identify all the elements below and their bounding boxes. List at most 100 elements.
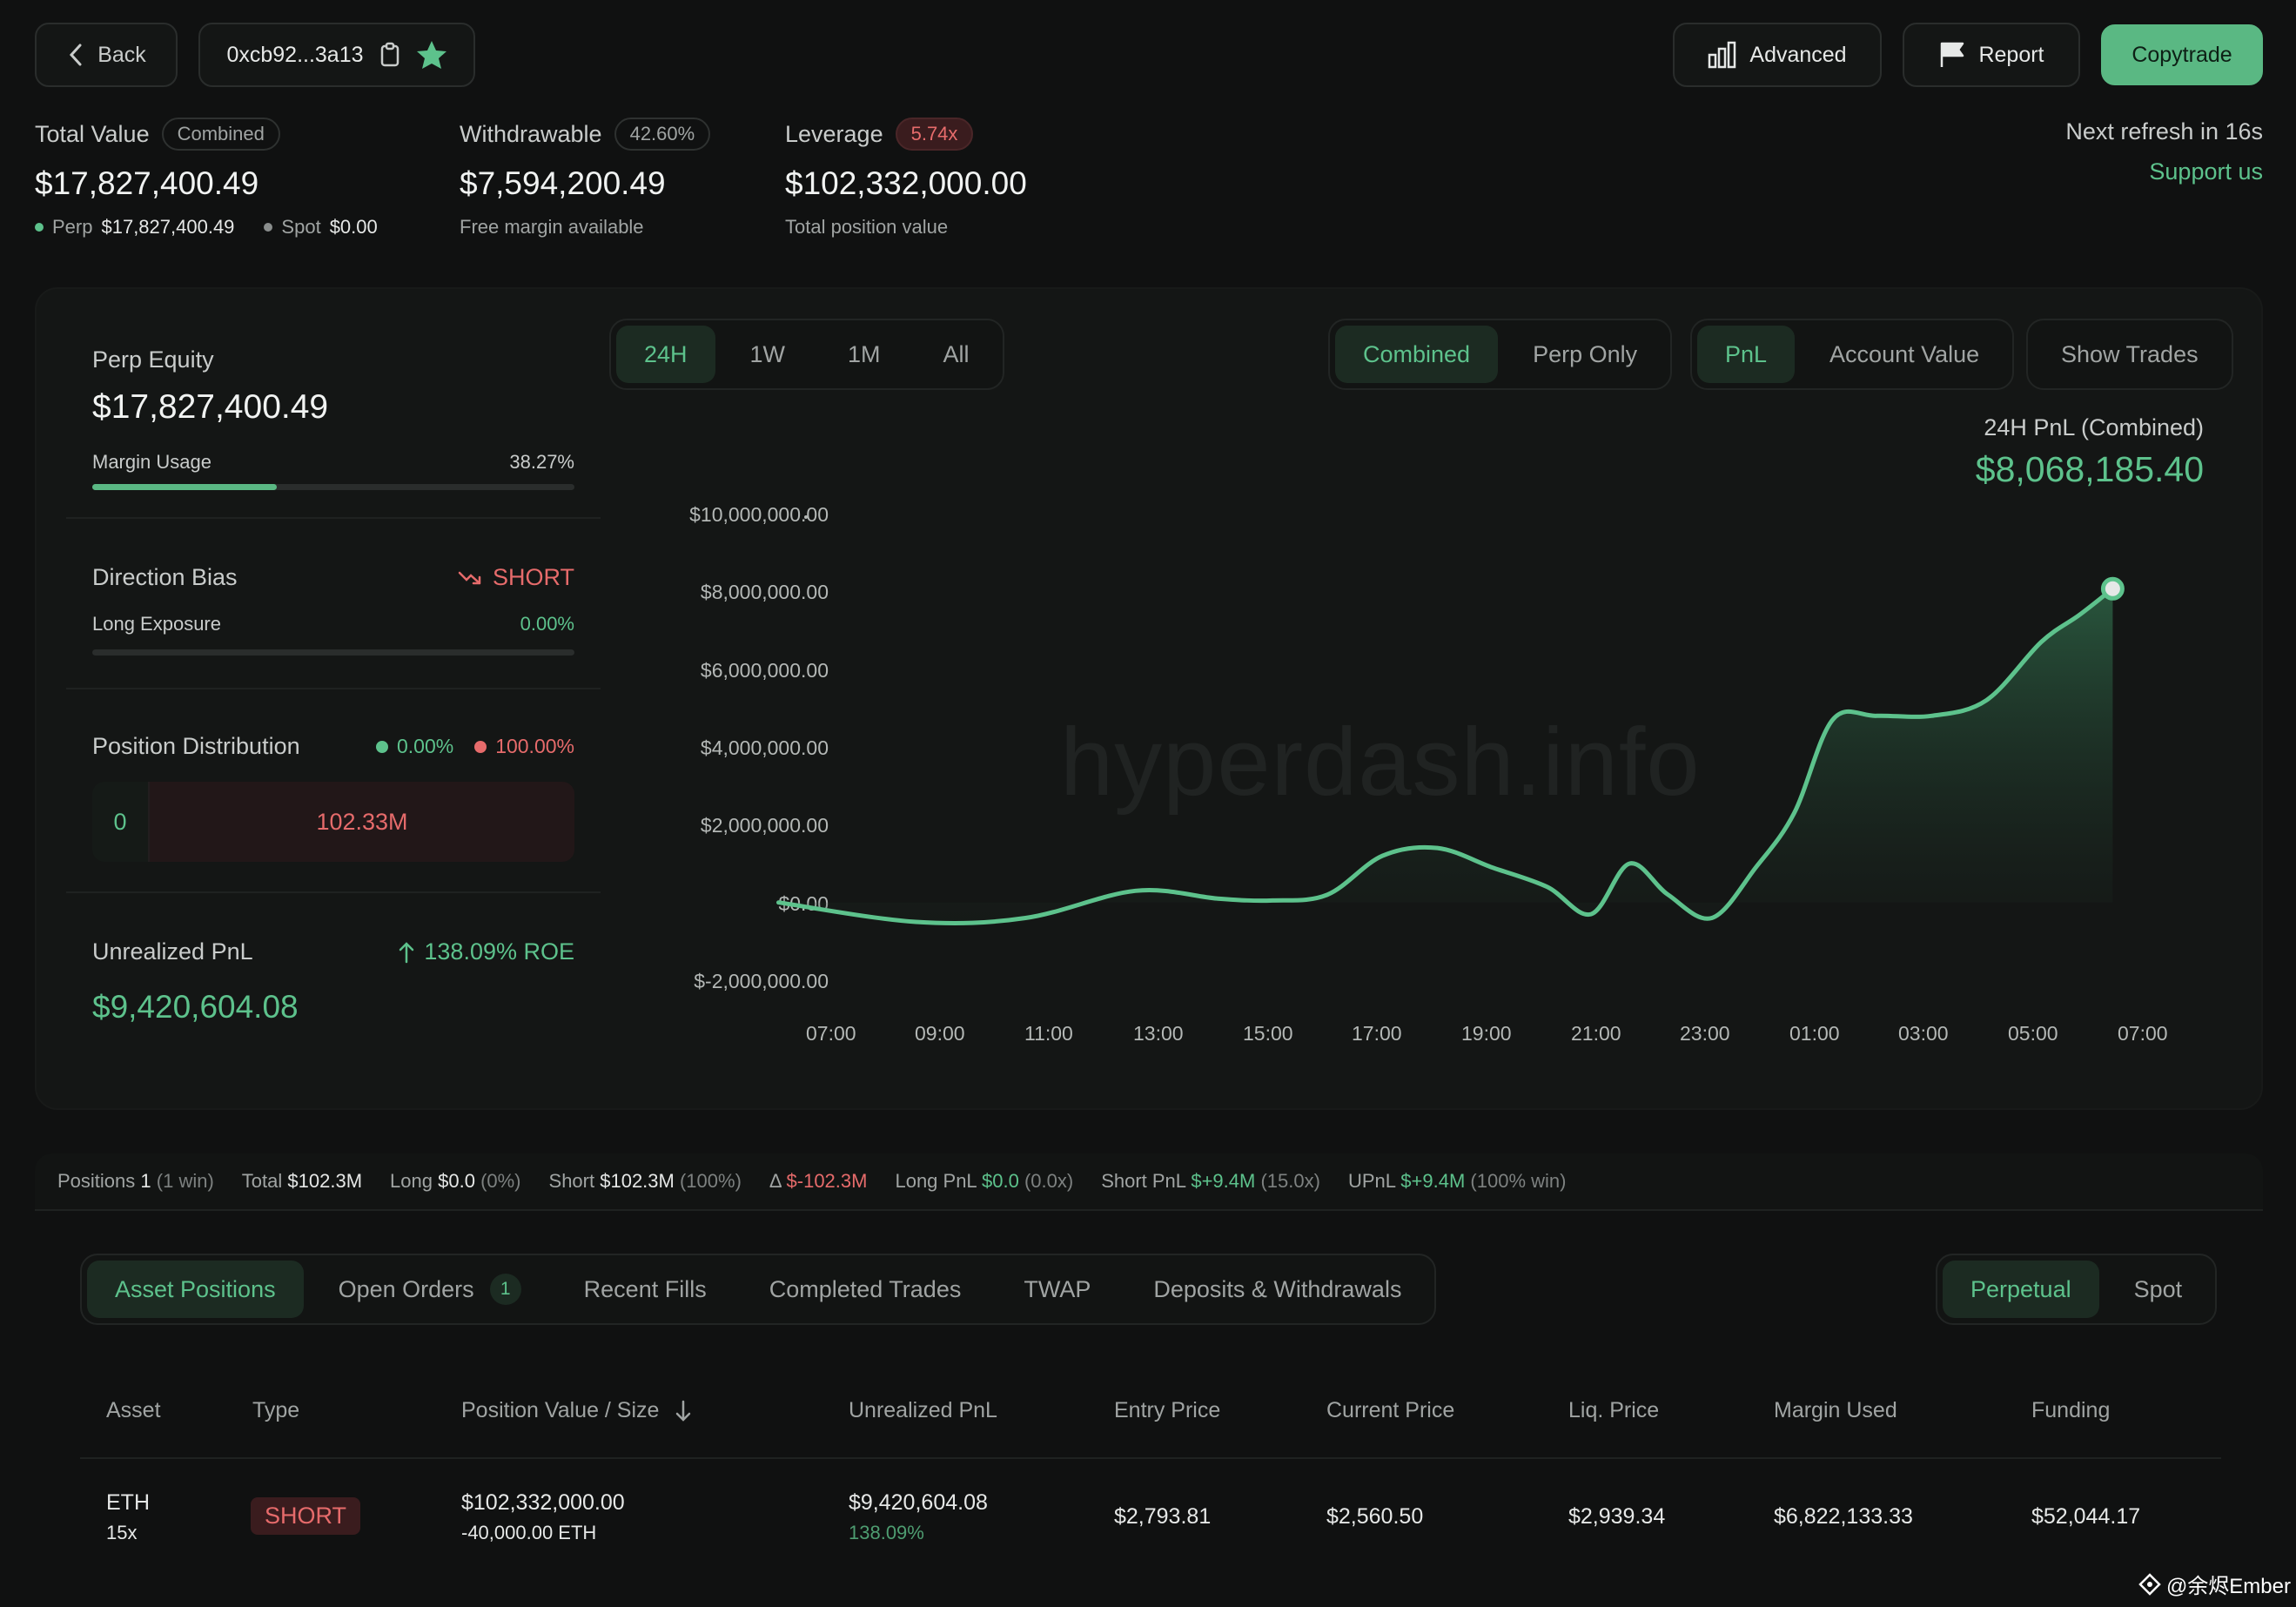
leverage-value: $102,332,000.00 [785, 165, 1027, 201]
distribution-short-segment: 102.33M [150, 782, 574, 862]
tab-recent-fills[interactable]: Recent Fills [583, 1275, 707, 1302]
back-button[interactable]: Back [35, 23, 178, 87]
total-value-label: Total Value [35, 120, 150, 147]
range-24h[interactable]: 24H [616, 326, 715, 383]
tab-completed-trades[interactable]: Completed Trades [769, 1275, 962, 1302]
xtick-label: 17:00 [1352, 1022, 1402, 1045]
market-spot[interactable]: Spot [2133, 1275, 2183, 1302]
col-type[interactable]: Type [252, 1398, 300, 1422]
col-liq-price[interactable]: Liq. Price [1568, 1398, 1660, 1422]
mode-combined[interactable]: Combined [1335, 326, 1499, 383]
address-chip[interactable]: 0xcb92...3a13 [198, 23, 475, 87]
range-selector: 24H 1W 1M All [609, 319, 1004, 390]
perp-equity-label: Perp Equity [92, 346, 214, 373]
row-position-value: $102,332,000.00 [461, 1490, 625, 1515]
xtick-label: 07:00 [806, 1022, 856, 1045]
leverage-badge: 5.74x [895, 118, 974, 151]
x-axis: 07:00 09:00 11:00 13:00 15:00 17:00 19:0… [37, 1022, 2265, 1057]
total-value-stat: Total Value Combined $17,827,400.49 Perp… [35, 117, 378, 239]
refresh-timer: Next refresh in 16s [2065, 118, 2263, 145]
perp-value: $17,827,400.49 [101, 216, 235, 238]
pnl-endpoint-marker[interactable] [2100, 576, 2125, 601]
col-margin-used[interactable]: Margin Used [1774, 1398, 1897, 1422]
table-header-divider [80, 1457, 2221, 1459]
long-amount: 0 [113, 808, 127, 835]
support-link[interactable]: Support us [2149, 158, 2263, 185]
margin-usage-bar [92, 484, 574, 490]
star-icon[interactable] [416, 40, 447, 70]
range-all[interactable]: All [943, 340, 970, 367]
roe-indicator: 138.09% ROE [350, 938, 574, 965]
withdrawable-value: $7,594,200.49 [460, 165, 666, 201]
xtick-label: 01:00 [1789, 1022, 1840, 1045]
long-dot-icon [375, 740, 388, 753]
copytrade-label: Copytrade [2132, 42, 2232, 67]
margin-usage-label: Margin Usage [92, 451, 211, 473]
sort-desc-icon[interactable] [675, 1400, 692, 1422]
row-margin-used: $6,822,133.33 [1774, 1504, 1913, 1529]
copytrade-button[interactable]: Copytrade [2101, 24, 2263, 85]
col-position-value[interactable]: Position Value / Size [461, 1398, 692, 1423]
summary-long: Long $0.0 (0%) [390, 1170, 521, 1192]
range-1m[interactable]: 1M [848, 340, 881, 367]
direction-bias-text: SHORT [492, 564, 574, 590]
long-exposure-label: Long Exposure [92, 613, 221, 635]
col-entry-price[interactable]: Entry Price [1114, 1398, 1221, 1422]
pnl-chart [776, 576, 2125, 925]
col-unrealized-pnl[interactable]: Unrealized PnL [849, 1398, 997, 1422]
long-exposure-value: 0.00% [520, 613, 574, 635]
leverage-subtext: Total position value [785, 216, 949, 238]
tab-twap[interactable]: TWAP [1024, 1275, 1091, 1302]
mode-perp-only[interactable]: Perp Only [1533, 340, 1638, 367]
metric-pnl[interactable]: PnL [1697, 326, 1796, 383]
bar-chart-icon [1709, 41, 1736, 69]
row-upnl: $9,420,604.08 [849, 1490, 988, 1515]
xtick-label: 03:00 [1898, 1022, 1949, 1045]
margin-usage-value: 38.27% [509, 451, 574, 473]
ytick-label: $-2,000,000.00 [694, 970, 829, 992]
summary-positions: Positions 1 (1 win) [57, 1170, 214, 1192]
tab-asset-positions[interactable]: Asset Positions [87, 1261, 304, 1318]
xtick-label: 05:00 [2008, 1022, 2058, 1045]
leverage-label: Leverage [785, 120, 883, 147]
table-row[interactable]: ETH 15x SHORT $102,332,000.00 -40,000.00… [0, 1459, 2296, 1572]
ytick-label: $10,000,000.00 [689, 503, 829, 526]
range-1w[interactable]: 1W [749, 340, 786, 367]
summary-delta: Δ $-102.3M [769, 1170, 868, 1192]
trending-down-icon [458, 571, 481, 584]
summary-total: Total $102.3M [241, 1170, 363, 1192]
spot-dot-icon [264, 223, 273, 232]
report-button[interactable]: Report [1903, 23, 2080, 87]
summary-short: Short $102.3M (100%) [548, 1170, 742, 1192]
market-perpetual[interactable]: Perpetual [1943, 1261, 2099, 1318]
direction-bias-value: SHORT [420, 564, 574, 591]
xtick-label: 23:00 [1680, 1022, 1730, 1045]
row-entry-price: $2,793.81 [1114, 1504, 1212, 1529]
tab-open-orders[interactable]: Open Orders 1 [311, 1261, 549, 1318]
metric-account-value[interactable]: Account Value [1829, 340, 1980, 367]
author-watermark-text: @余烬Ember [2165, 1575, 2291, 1598]
position-distribution-label: Position Distribution [92, 733, 300, 759]
overview-card: Perp Equity $17,827,400.49 Margin Usage … [35, 287, 2263, 1110]
row-asset: ETH [106, 1490, 150, 1515]
show-trades-button[interactable]: Show Trades [2061, 340, 2199, 367]
tab-deposits-withdrawals[interactable]: Deposits & Withdrawals [1153, 1275, 1402, 1302]
wallet-address: 0xcb92...3a13 [226, 42, 364, 67]
short-amount: 102.33M [316, 808, 408, 835]
withdrawable-stat: Withdrawable 42.60% $7,594,200.49 Free m… [460, 117, 711, 239]
advanced-label: Advanced [1749, 42, 1847, 67]
arrow-up-icon [399, 941, 414, 963]
margin-usage-fill [92, 484, 278, 490]
report-label: Report [1978, 42, 2044, 67]
withdrawable-badge: 42.60% [614, 118, 711, 151]
advanced-button[interactable]: Advanced [1673, 23, 1882, 87]
long-exposure-bar [92, 649, 574, 656]
summary-upnl: UPnL $+9.4M (100% win) [1347, 1170, 1567, 1192]
copy-icon[interactable] [379, 42, 400, 68]
col-funding[interactable]: Funding [2031, 1398, 2111, 1422]
row-size: -40,000.00 ETH [461, 1522, 597, 1543]
col-current-price[interactable]: Current Price [1326, 1398, 1455, 1422]
spot-value: $0.00 [329, 216, 378, 238]
leverage-stat: Leverage 5.74x $102,332,000.00 Total pos… [785, 117, 1027, 239]
col-asset[interactable]: Asset [106, 1398, 161, 1422]
